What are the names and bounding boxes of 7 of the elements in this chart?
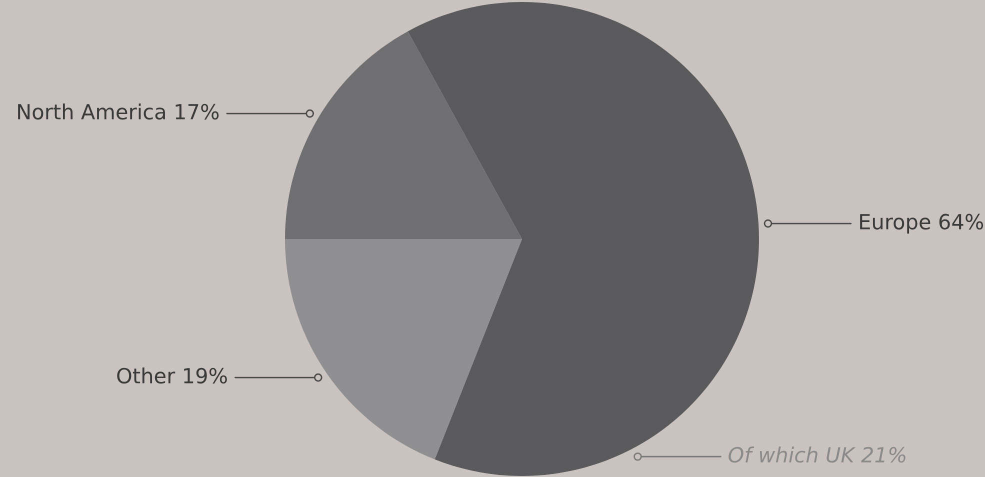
pie-slice (285, 31, 522, 239)
slice-label: Europe 64% (860, 214, 984, 234)
text: Of which UK 21% (728, 446, 906, 463)
pie-slice (285, 239, 522, 460)
slice-label: North America 17% (18, 103, 219, 120)
slice-label: Other 19% (117, 367, 227, 384)
pie-slice (408, 2, 759, 476)
